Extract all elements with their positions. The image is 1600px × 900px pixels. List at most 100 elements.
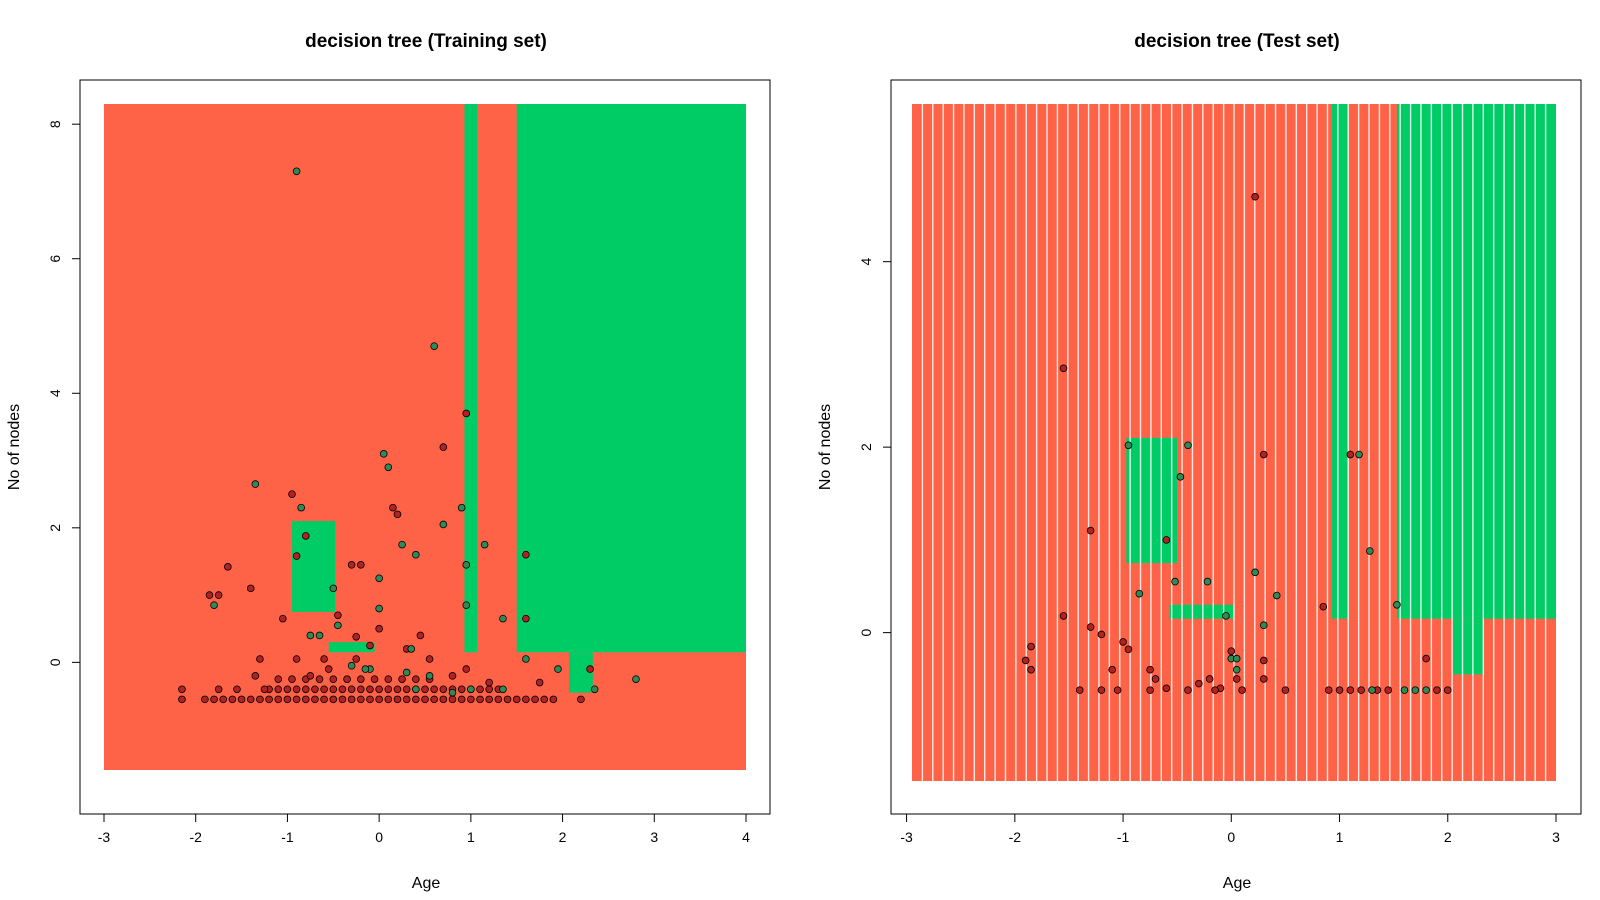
test-x-tick-label: 3 bbox=[1552, 829, 1560, 845]
test-point-class1 bbox=[1232, 665, 1241, 674]
test-point-class0 bbox=[1238, 686, 1246, 694]
training-point-class0 bbox=[366, 685, 374, 694]
training-point-class0 bbox=[416, 631, 425, 640]
training-point-class0 bbox=[251, 672, 260, 680]
training-point-class0 bbox=[201, 695, 209, 704]
training-point-class1 bbox=[375, 604, 383, 613]
training-point-class0 bbox=[462, 665, 471, 673]
training-point-class0 bbox=[292, 655, 301, 663]
training-point-class0 bbox=[256, 655, 264, 663]
training-point-class1 bbox=[402, 668, 411, 677]
training-point-class0 bbox=[531, 695, 539, 704]
training-point-class1 bbox=[412, 685, 420, 694]
training-point-class1 bbox=[329, 584, 338, 593]
training-point-class0 bbox=[384, 675, 393, 683]
training-point-class1 bbox=[398, 540, 406, 549]
training-point-class1 bbox=[462, 561, 471, 569]
training-point-class0 bbox=[329, 675, 338, 683]
test-point-class0 bbox=[1021, 656, 1030, 665]
training-point-class0 bbox=[306, 672, 315, 680]
training-point-class0 bbox=[448, 672, 457, 680]
training-point-class1 bbox=[499, 685, 507, 694]
test-set-panel: decision tree (Test set) -3 -2 -1 0 1 2 3 024 … bbox=[817, 31, 1582, 892]
test-point-class0 bbox=[1086, 623, 1095, 631]
test-point-class0 bbox=[1146, 665, 1154, 674]
test-plot-area bbox=[912, 104, 1556, 781]
test-point-class0 bbox=[1384, 686, 1393, 694]
test-point-class0 bbox=[1162, 684, 1171, 693]
training-point-class0 bbox=[329, 695, 338, 704]
test-x-tick-label: 1 bbox=[1336, 829, 1344, 845]
training-y-tick-label: 2 bbox=[47, 524, 63, 532]
test-point-class0 bbox=[1097, 630, 1106, 639]
test-point-class1 bbox=[1422, 686, 1430, 694]
test-point-class1 bbox=[1400, 686, 1409, 694]
test-x-axis: -3 -2 -1 0 1 2 3 bbox=[900, 813, 1560, 845]
test-point-class0 bbox=[1259, 675, 1268, 683]
test-y-tick-label: 2 bbox=[858, 443, 874, 451]
test-point-class1 bbox=[1135, 589, 1144, 598]
test-point-class0 bbox=[1251, 192, 1259, 201]
training-point-class0 bbox=[402, 685, 411, 694]
training-point-class0 bbox=[338, 685, 347, 694]
training-point-class0 bbox=[540, 695, 549, 704]
training-point-class0 bbox=[246, 695, 255, 704]
training-point-class1 bbox=[334, 621, 342, 630]
test-point-class1 bbox=[1222, 612, 1230, 620]
test-y-tick-label: 0 bbox=[858, 629, 874, 637]
training-point-class1 bbox=[292, 167, 301, 176]
training-point-class0 bbox=[228, 695, 237, 704]
training-point-class0 bbox=[370, 675, 379, 683]
test-point-class0 bbox=[1195, 679, 1203, 688]
training-point-class1 bbox=[457, 503, 466, 512]
training-point-class0 bbox=[384, 685, 393, 694]
training-point-class0 bbox=[476, 695, 484, 704]
training-point-class0 bbox=[393, 685, 402, 694]
test-point-class1 bbox=[1203, 577, 1212, 586]
test-point-class0 bbox=[1124, 645, 1133, 654]
training-point-class1 bbox=[347, 661, 356, 670]
test-point-class0 bbox=[1113, 686, 1122, 694]
training-point-class0 bbox=[324, 665, 333, 673]
training-point-class0 bbox=[412, 695, 420, 704]
training-point-class0 bbox=[347, 695, 356, 704]
training-point-class0 bbox=[214, 591, 223, 599]
test-y-axis: 0 2 4 bbox=[858, 258, 892, 637]
training-point-class0 bbox=[356, 695, 365, 704]
test-region-class1 bbox=[1396, 104, 1556, 619]
training-point-class0 bbox=[205, 591, 214, 599]
training-point-class0 bbox=[366, 641, 374, 650]
training-region-class1 bbox=[292, 521, 336, 612]
training-point-class0 bbox=[246, 584, 255, 593]
training-point-class0 bbox=[586, 665, 594, 673]
training-point-class1 bbox=[425, 672, 434, 680]
test-point-class0 bbox=[1422, 654, 1430, 663]
training-point-class1 bbox=[379, 450, 388, 458]
test-point-class0 bbox=[1119, 638, 1127, 646]
training-y-tick-label: 8 bbox=[47, 120, 63, 128]
test-point-class1 bbox=[1171, 577, 1179, 586]
training-point-class1 bbox=[412, 550, 420, 559]
test-point-class0 bbox=[1146, 686, 1154, 694]
training-point-class0 bbox=[549, 695, 558, 704]
training-point-class0 bbox=[329, 685, 338, 694]
training-point-class0 bbox=[320, 685, 328, 694]
training-point-class0 bbox=[467, 695, 475, 704]
training-x-tick-label: 0 bbox=[375, 829, 383, 845]
training-region-class1 bbox=[464, 104, 478, 653]
training-point-class0 bbox=[315, 675, 324, 683]
training-point-class0 bbox=[384, 695, 393, 704]
training-set-panel: decision tree (Training set) -3 -2 -1 0 1 2 3 4… bbox=[6, 31, 771, 892]
test-region-class1 bbox=[1331, 104, 1348, 619]
training-point-class0 bbox=[485, 695, 494, 704]
training-point-class0 bbox=[485, 678, 494, 687]
training-point-class0 bbox=[425, 655, 434, 663]
training-point-class1 bbox=[522, 655, 530, 663]
test-point-class1 bbox=[1355, 450, 1363, 459]
test-point-class1 bbox=[1259, 621, 1268, 629]
test-y-tick-label: 4 bbox=[858, 258, 874, 266]
training-point-class0 bbox=[522, 550, 530, 559]
test-point-class0 bbox=[1319, 602, 1328, 611]
training-point-class1 bbox=[462, 601, 471, 609]
